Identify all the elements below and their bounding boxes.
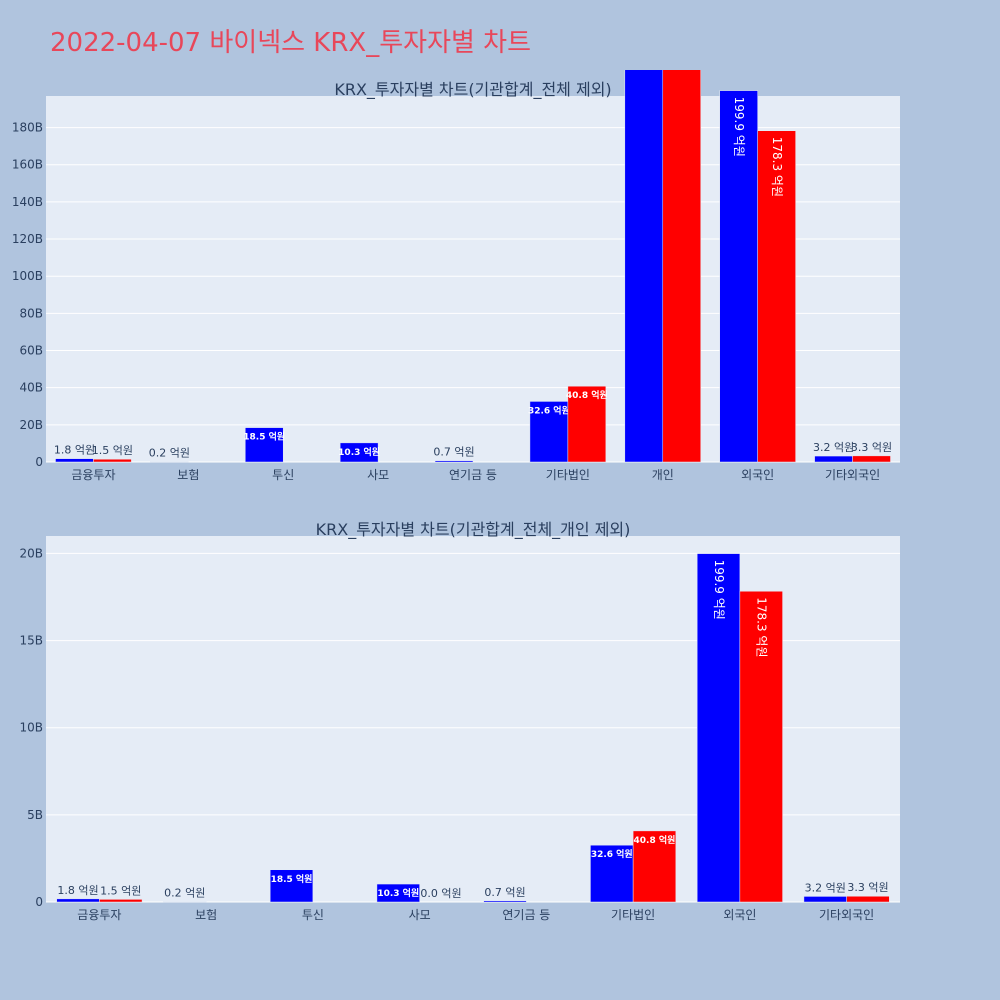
- chart-overall: KRX_투자자별 차트(기관합계_전체 제외) 0 20B 40B 60B 80B 100B…: [12, 70, 900, 482]
- y-tick-label: 120B: [12, 232, 43, 246]
- y-tick-label: 20B: [19, 418, 43, 432]
- data-label: 3.2 억원: [813, 441, 854, 454]
- data-label: 18.5 억원: [271, 873, 313, 885]
- y-tick-label: 80B: [19, 306, 43, 320]
- bar: [803, 896, 847, 903]
- data-label: 199.9 억원: [732, 97, 746, 157]
- bar: [434, 460, 474, 463]
- data-label: 1.5 억원: [92, 444, 133, 457]
- y-tick-label: 15B: [19, 634, 43, 648]
- bar: [99, 899, 143, 903]
- bar: [56, 898, 100, 903]
- x-tick-label: 개인: [652, 468, 674, 482]
- bar: [696, 553, 741, 903]
- data-label: 40.8 억원: [634, 834, 676, 846]
- bar: [93, 458, 132, 463]
- data-label: 18.5 억원: [243, 431, 285, 443]
- x-tick-label: 기타법인: [546, 468, 590, 482]
- data-label: 0.0 억원: [420, 887, 461, 900]
- data-label: 32.6 억원: [591, 848, 633, 860]
- y-tick-label: 0: [35, 455, 43, 469]
- x-tick-label: 금융투자: [71, 468, 115, 482]
- bar: [632, 830, 677, 903]
- bar: [339, 442, 379, 463]
- bar: [376, 883, 420, 903]
- bar: [846, 895, 890, 903]
- bar: [852, 455, 891, 463]
- x-tick-label: 연기금 등: [502, 908, 550, 922]
- y-tick-label: 60B: [19, 344, 43, 358]
- data-label: 3.3 억원: [851, 441, 892, 454]
- y-tick-label: 10B: [19, 721, 43, 735]
- data-label: 0.7 억원: [484, 886, 525, 899]
- y-tick-label: 100B: [12, 269, 43, 283]
- y-tick-label: 180B: [12, 121, 43, 135]
- chart-excluding-individual: KRX_투자자별 차트(기관합계_전체_개인 제외) 0 5B 10B 15B 20B 금융…: [19, 520, 900, 922]
- bar: [245, 427, 284, 463]
- chart-title: KRX_투자자별 차트(기관합계_전체_개인 제외): [316, 520, 631, 540]
- x-tick-label: 금융투자: [77, 908, 121, 922]
- bar: [269, 869, 314, 903]
- y-tick-label: 0: [35, 895, 43, 909]
- data-label: 1.8 억원: [54, 444, 95, 457]
- data-label: 10.3 억원: [338, 446, 380, 458]
- x-tick-label: 보험: [195, 908, 217, 922]
- x-tick-label: 사모: [367, 468, 389, 482]
- data-label: 178.3 억원: [755, 597, 769, 657]
- y-tick-label: 40B: [19, 381, 43, 395]
- data-label: 10.3 억원: [377, 887, 419, 899]
- y-tick-label: 160B: [12, 158, 43, 172]
- data-label: 0.7 억원: [433, 446, 474, 459]
- y-tick-label: 140B: [12, 195, 43, 209]
- page-title: 2022-04-07 바이넥스 KRX_투자자별 차트: [50, 28, 532, 58]
- x-tick-label: 외국인: [723, 908, 756, 922]
- data-label: 3.2 억원: [805, 881, 846, 894]
- bar: [483, 900, 527, 903]
- x-tick-label: 투신: [272, 468, 294, 482]
- x-tick-label: 투신: [302, 908, 324, 922]
- x-tick-label: 외국인: [741, 468, 774, 482]
- data-label: 32.6 억원: [528, 404, 570, 416]
- data-label: 3.3 억원: [847, 881, 888, 894]
- bar: [567, 385, 607, 463]
- bar: [624, 70, 664, 463]
- data-label: 1.5 억원: [100, 884, 141, 897]
- bar: [55, 458, 94, 463]
- data-label: 199.9 억원: [712, 560, 726, 620]
- bar: [814, 455, 853, 463]
- x-tick-label: 보험: [177, 468, 199, 482]
- data-label: 40.8 억원: [566, 389, 608, 401]
- y-tick-label: 5B: [27, 808, 43, 822]
- data-label: 178.3 억원: [770, 137, 784, 197]
- bar: [719, 90, 758, 463]
- data-label: 1.8 억원: [57, 884, 98, 897]
- x-tick-label: 기타법인: [611, 908, 655, 922]
- x-tick-label: 기타외국인: [825, 468, 880, 482]
- x-tick-label: 연기금 등: [449, 468, 497, 482]
- y-tick-label: 20B: [19, 546, 43, 560]
- data-label: 0.2 억원: [149, 447, 190, 460]
- bar: [757, 130, 796, 463]
- x-tick-label: 사모: [409, 908, 431, 922]
- x-tick-label: 기타외국인: [819, 908, 874, 922]
- chart-title: KRX_투자자별 차트(기관합계_전체 제외): [334, 80, 611, 100]
- bar: [590, 844, 634, 903]
- bar: [739, 590, 783, 903]
- bar: [529, 401, 569, 463]
- bar: [662, 70, 701, 463]
- data-label: 0.2 억원: [164, 887, 205, 900]
